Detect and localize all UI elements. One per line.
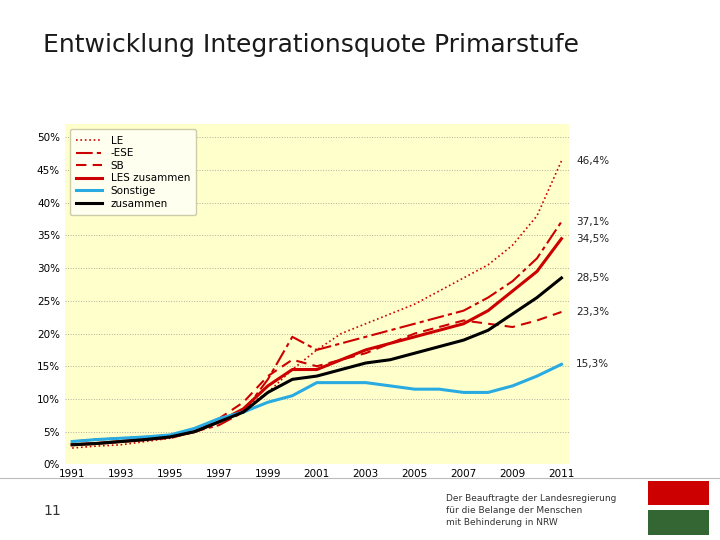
Text: 37,1%: 37,1% — [576, 217, 609, 227]
Text: 28,5%: 28,5% — [576, 273, 609, 283]
Text: 15,3%: 15,3% — [576, 359, 609, 369]
Legend: LE, -ESE, SB, LES zusammen, Sonstige, zusammen: LE, -ESE, SB, LES zusammen, Sonstige, zu… — [70, 130, 197, 215]
Text: 46,4%: 46,4% — [576, 156, 609, 166]
Bar — [648, 481, 709, 505]
Text: 11: 11 — [43, 503, 61, 517]
Text: Entwicklung Integrationsquote Primarstufe: Entwicklung Integrationsquote Primarstuf… — [43, 33, 579, 57]
Bar — [648, 510, 709, 535]
Text: 23,3%: 23,3% — [576, 307, 609, 317]
Text: Der Beauftragte der Landesregierung
für die Belange der Menschen
mit Behinderung: Der Beauftragte der Landesregierung für … — [446, 494, 617, 527]
Bar — [648, 505, 709, 510]
Text: 34,5%: 34,5% — [576, 234, 609, 244]
